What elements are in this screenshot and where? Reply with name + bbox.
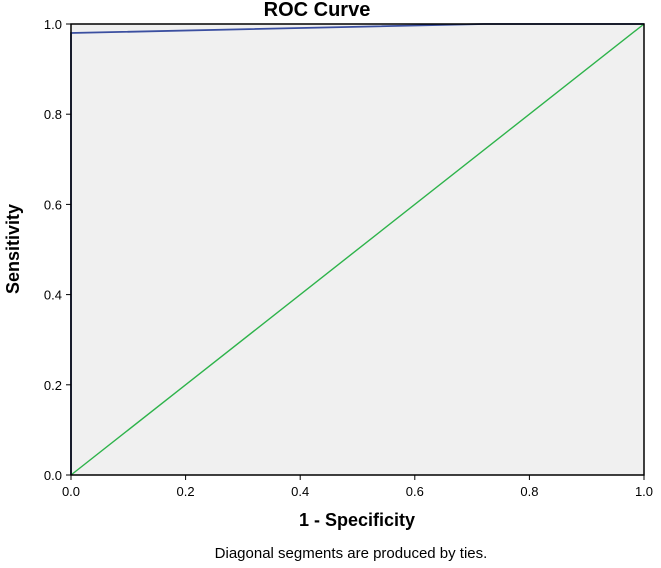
x-tick-label: 0.4: [291, 484, 309, 499]
y-tick-label: 0.8: [44, 107, 62, 122]
y-tick-label: 0.2: [44, 378, 62, 393]
y-tick-label: 1.0: [44, 17, 62, 32]
x-axis-title: 1 - Specificity: [299, 510, 415, 530]
y-axis: 0.0 0.2 0.4 0.6 0.8 1.0: [44, 17, 71, 483]
x-tick-label: 0.0: [62, 484, 80, 499]
x-tick-label: 0.8: [520, 484, 538, 499]
x-axis: 0.0 0.2 0.4 0.6 0.8 1.0: [62, 475, 653, 499]
chart-footnote: Diagonal segments are produced by ties.: [215, 545, 488, 562]
x-tick-label: 0.6: [406, 484, 424, 499]
y-axis-title: Sensitivity: [3, 204, 23, 294]
x-tick-label: 0.2: [177, 484, 195, 499]
y-tick-label: 0.6: [44, 197, 62, 212]
y-tick-label: 0.4: [44, 288, 62, 303]
x-tick-label: 1.0: [635, 484, 653, 499]
chart-title: ROC Curve: [264, 0, 371, 21]
plot-frame: [70, 23, 645, 476]
y-tick-label: 0.0: [44, 468, 62, 483]
series-line-2: [70, 23, 645, 476]
